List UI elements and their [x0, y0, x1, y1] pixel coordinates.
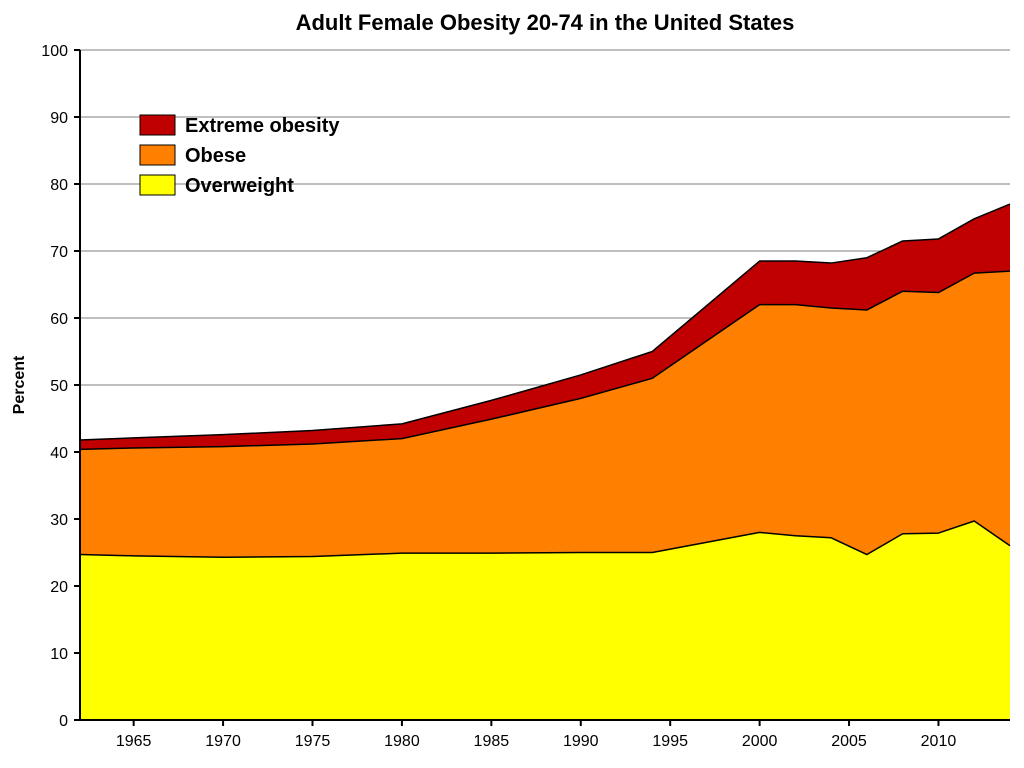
y-tick-60: 60 — [50, 311, 68, 328]
legend-label-extreme-obesity: Extreme obesity — [185, 115, 340, 137]
y-tick-labels: 0 10 20 30 40 50 60 70 80 90 100 — [41, 43, 80, 730]
x-tick-1990: 1990 — [563, 733, 599, 750]
x-tick-labels: 1965 1970 1975 1980 1985 1990 1995 2000 2005 2010 — [116, 720, 957, 750]
legend: Extreme obesity Obese Overweight — [140, 115, 340, 197]
y-tick-20: 20 — [50, 579, 68, 596]
legend-label-overweight: Overweight — [185, 175, 294, 197]
legend-label-obese: Obese — [185, 145, 246, 167]
chart-title: Adult Female Obesity 20-74 in the United… — [296, 10, 795, 35]
y-axis-label: Percent — [11, 355, 28, 414]
chart-container: Adult Female Obesity 20-74 in the United… — [0, 0, 1024, 768]
x-tick-1965: 1965 — [116, 733, 152, 750]
stacked-areas — [80, 204, 1010, 720]
y-tick-10: 10 — [50, 646, 68, 663]
legend-swatch-overweight — [140, 175, 175, 195]
y-tick-90: 90 — [50, 110, 68, 127]
x-tick-1985: 1985 — [474, 733, 510, 750]
x-tick-1995: 1995 — [652, 733, 688, 750]
x-tick-2000: 2000 — [742, 733, 778, 750]
x-tick-2010: 2010 — [921, 733, 957, 750]
x-tick-2005: 2005 — [831, 733, 867, 750]
y-tick-0: 0 — [59, 713, 68, 730]
area-chart-svg: Adult Female Obesity 20-74 in the United… — [0, 0, 1024, 768]
y-tick-30: 30 — [50, 512, 68, 529]
y-tick-50: 50 — [50, 378, 68, 395]
y-tick-80: 80 — [50, 177, 68, 194]
area-obese — [80, 271, 1010, 557]
y-tick-100: 100 — [41, 43, 68, 60]
y-tick-40: 40 — [50, 445, 68, 462]
legend-swatch-obese — [140, 145, 175, 165]
x-tick-1970: 1970 — [205, 733, 241, 750]
legend-swatch-extreme-obesity — [140, 115, 175, 135]
x-tick-1975: 1975 — [295, 733, 331, 750]
x-tick-1980: 1980 — [384, 733, 420, 750]
y-tick-70: 70 — [50, 244, 68, 261]
